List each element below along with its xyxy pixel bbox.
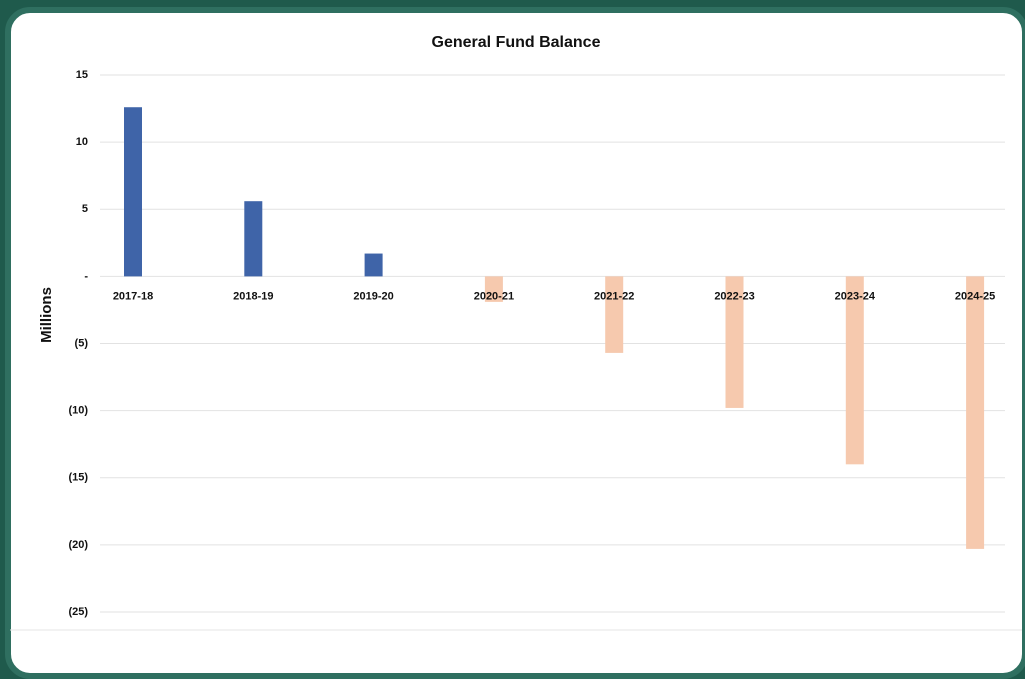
x-tick-label: 2024-25 (955, 290, 995, 302)
x-tick-label: 2022-23 (714, 290, 754, 302)
y-tick-label: (5) (75, 337, 89, 349)
y-axis-label: Millions (38, 287, 55, 343)
bar (966, 276, 985, 549)
x-tick-label: 2023-24 (835, 290, 876, 302)
bar (364, 253, 383, 277)
y-tick-label: (15) (68, 472, 88, 484)
y-tick-label: 10 (76, 136, 88, 148)
x-tick-label: 2019-20 (353, 290, 393, 302)
y-tick-label: - (84, 270, 88, 282)
y-tick-label: (25) (68, 606, 88, 618)
y-tick-label: (10) (68, 405, 88, 417)
y-tick-label: (20) (68, 539, 88, 551)
x-tick-label: 2018-19 (233, 290, 273, 302)
y-tick-label: 15 (76, 69, 88, 81)
x-tick-label: 2020-21 (474, 290, 514, 302)
bar (605, 276, 624, 353)
chart-title: General Fund Balance (432, 34, 601, 51)
bar (484, 276, 503, 302)
x-tick-label: 2021-22 (594, 290, 634, 302)
x-tick-label: 2017-18 (113, 290, 153, 302)
bar (244, 201, 263, 277)
y-tick-label: 5 (82, 203, 88, 215)
bar (725, 276, 744, 408)
bar (124, 107, 142, 277)
bar (845, 276, 864, 465)
